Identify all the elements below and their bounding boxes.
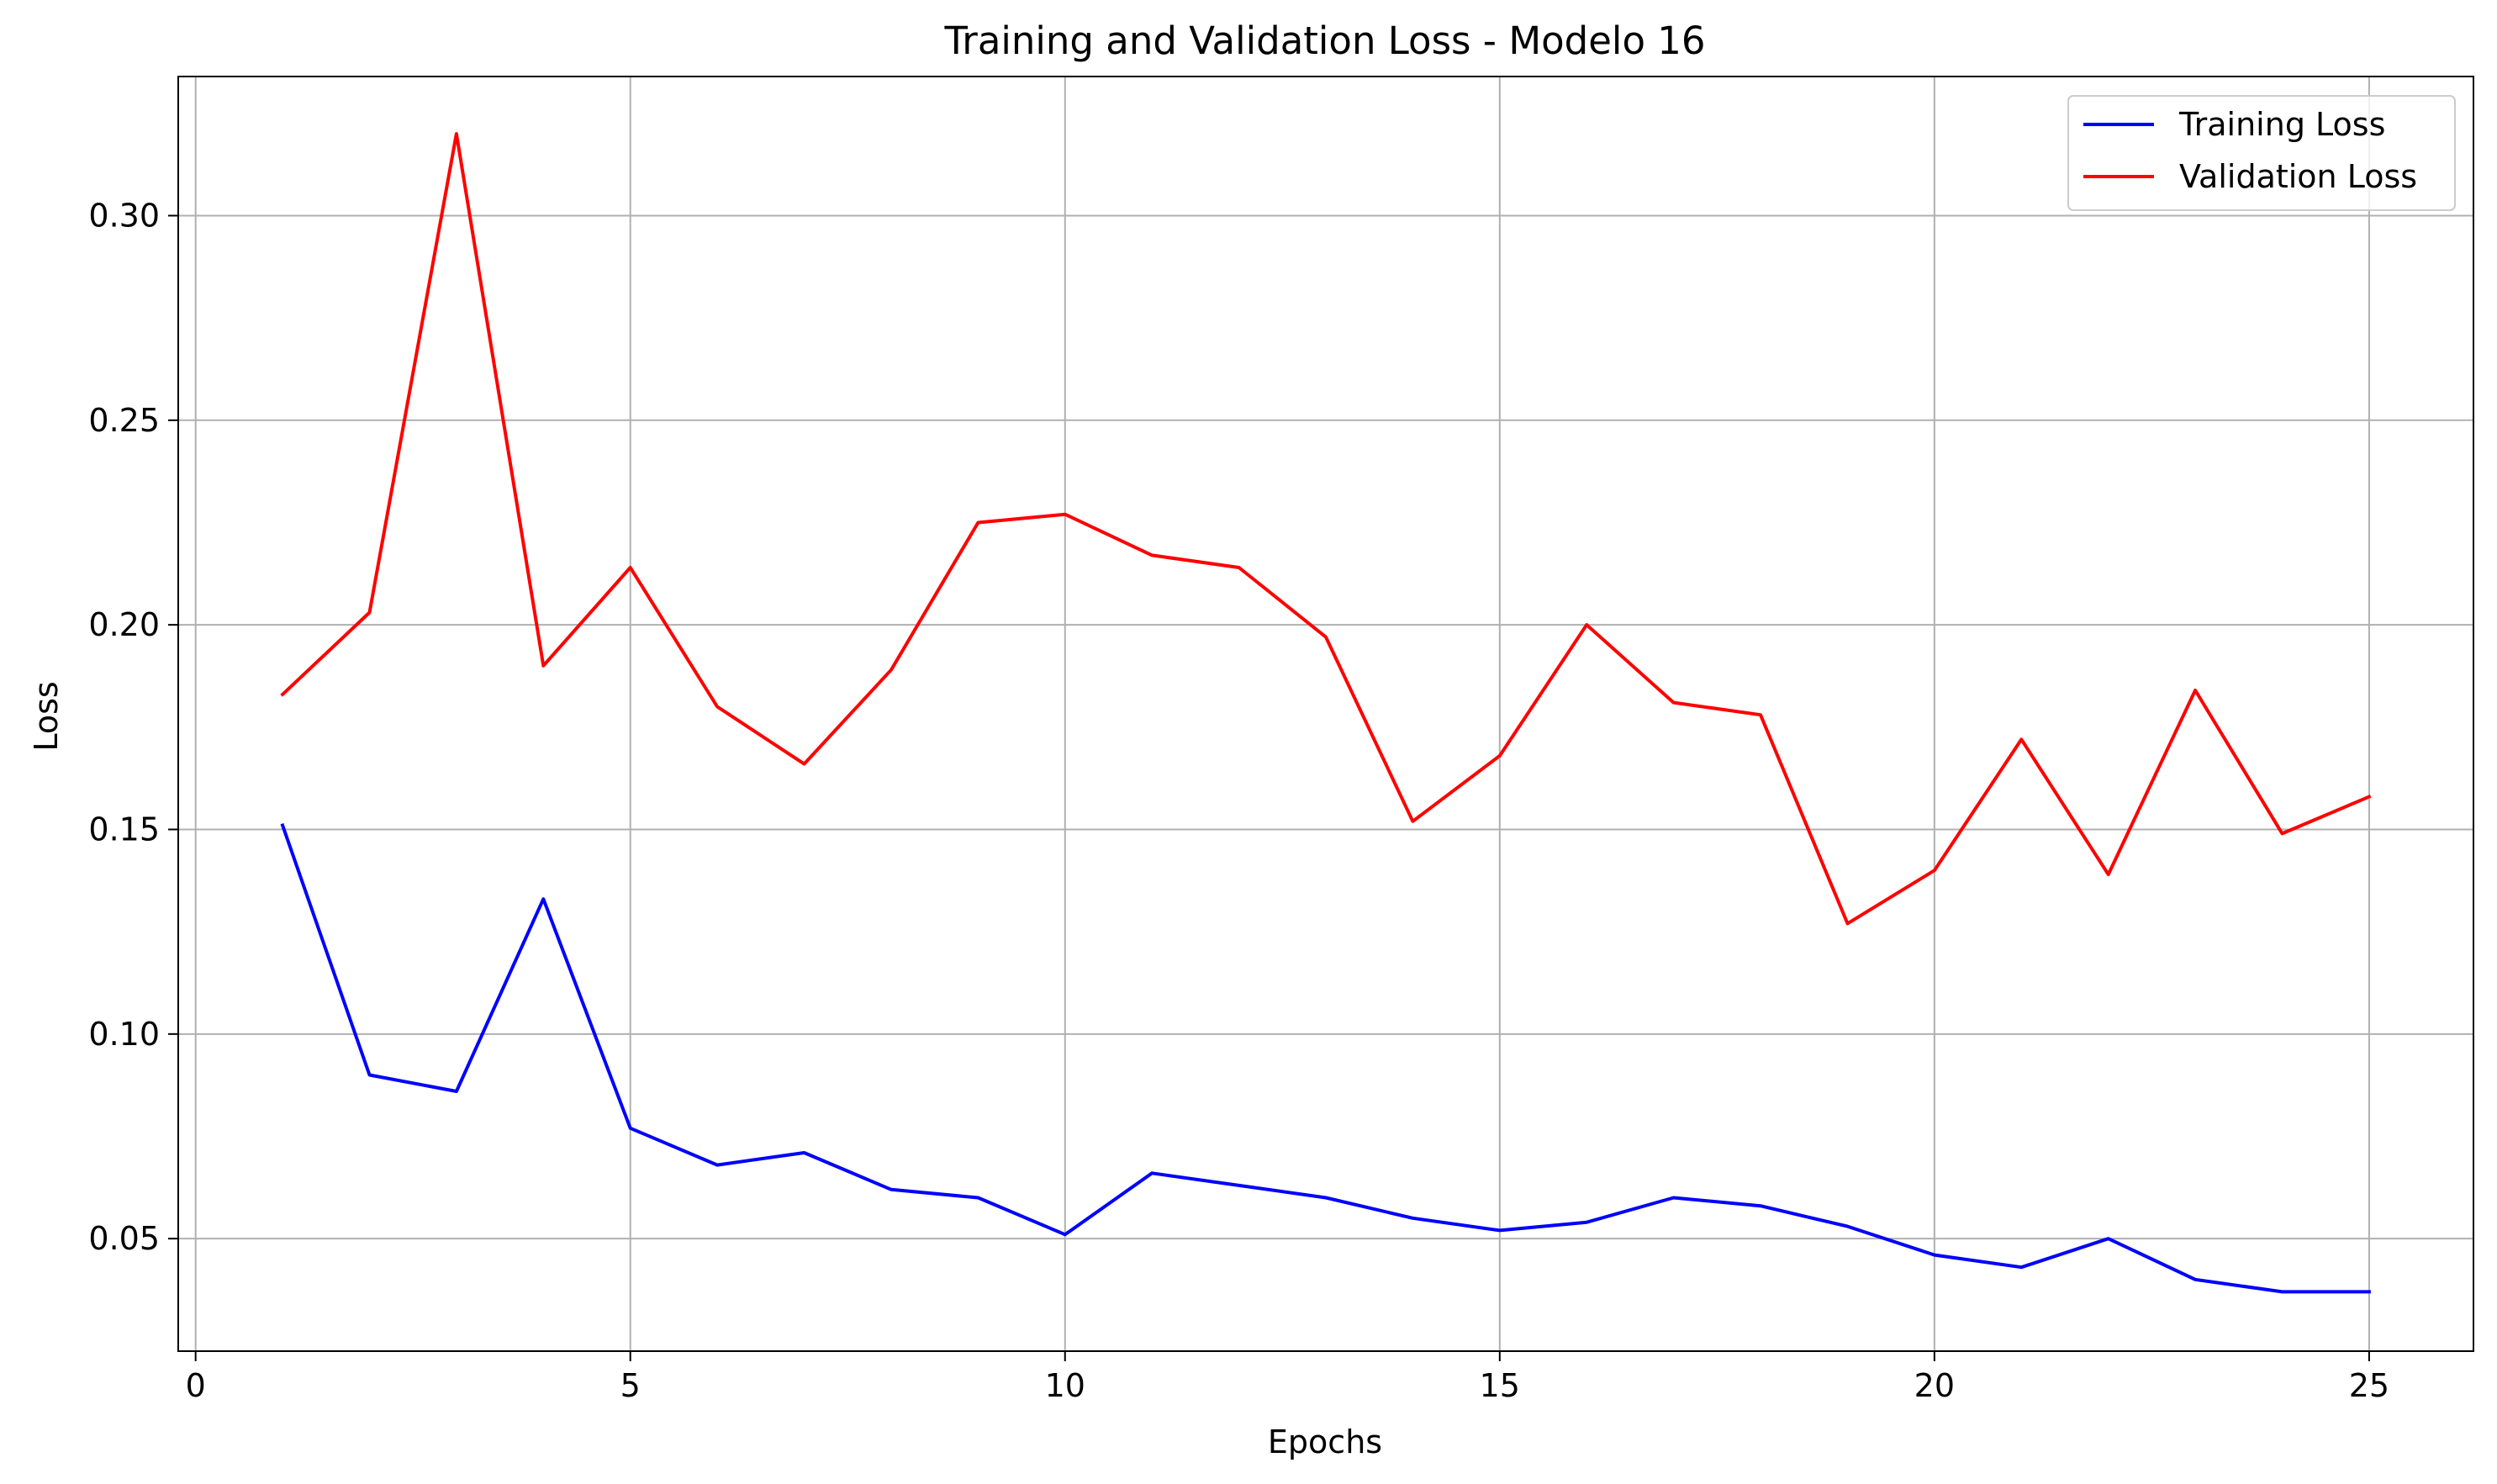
axis-ticks: 0 5 10 15 20 25 0.05 0.10 0.15 0.20 0.25 0.30 <box>88 197 2389 1404</box>
x-tick-label: 5 <box>620 1367 641 1404</box>
y-tick-label: 0.30 <box>88 197 160 234</box>
x-tick-label: 25 <box>2349 1367 2389 1404</box>
grid-lines <box>178 77 2473 1351</box>
x-axis-label: Epochs <box>1268 1423 1382 1460</box>
legend-label-training-loss: Training Loss <box>2178 106 2385 143</box>
y-tick-label: 0.20 <box>88 606 160 643</box>
y-tick-label: 0.25 <box>88 402 160 439</box>
x-tick-label: 15 <box>1480 1367 1520 1404</box>
x-tick-label: 10 <box>1045 1367 1085 1404</box>
x-tick-label: 0 <box>186 1367 206 1404</box>
chart-title: Training and Validation Loss - Modelo 16 <box>943 18 1705 63</box>
plot-frame <box>177 76 2474 1352</box>
y-tick-label: 0.15 <box>88 811 160 848</box>
legend-box <box>2067 95 2456 211</box>
legend-label-validation-loss: Validation Loss <box>2179 158 2417 195</box>
y-tick-label: 0.05 <box>88 1220 160 1257</box>
series-lines <box>280 132 2372 1294</box>
y-tick-label: 0.10 <box>88 1016 160 1053</box>
x-tick-label: 20 <box>1914 1367 1955 1404</box>
series-line-training-loss <box>280 823 2371 1294</box>
series-line-validation-loss <box>280 132 2372 926</box>
y-axis-label: Loss <box>28 681 65 751</box>
legend: Training Loss Validation Loss <box>2067 95 2456 211</box>
